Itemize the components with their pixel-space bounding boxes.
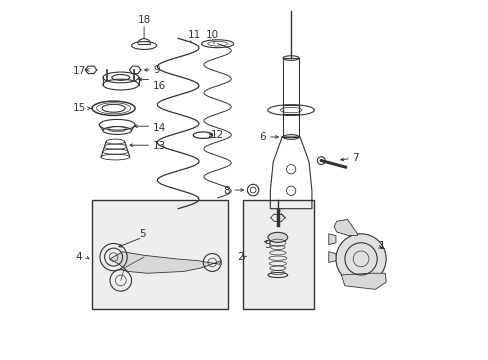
Bar: [92, 200, 228, 309]
Text: 10: 10: [205, 30, 218, 40]
Polygon shape: [333, 220, 357, 235]
Bar: [283, 105, 298, 114]
Text: 1: 1: [378, 241, 385, 251]
Text: 14: 14: [153, 123, 166, 133]
Text: 2: 2: [237, 252, 244, 262]
Bar: [283, 58, 298, 137]
Polygon shape: [341, 273, 386, 289]
Text: 17: 17: [73, 66, 86, 76]
Text: 11: 11: [187, 30, 201, 40]
Text: 9: 9: [153, 64, 160, 75]
Text: 15: 15: [73, 103, 86, 113]
Polygon shape: [328, 234, 335, 244]
Text: 4: 4: [75, 252, 82, 262]
Polygon shape: [328, 252, 335, 262]
Text: 18: 18: [137, 15, 150, 26]
Text: 3: 3: [264, 239, 270, 249]
Text: 8: 8: [223, 186, 230, 196]
Text: 6: 6: [259, 132, 265, 142]
Text: 12: 12: [210, 130, 223, 140]
Circle shape: [335, 234, 386, 284]
Ellipse shape: [267, 232, 287, 242]
Text: 7: 7: [351, 153, 358, 163]
Bar: [242, 200, 314, 309]
Text: 5: 5: [139, 229, 145, 239]
Text: 16: 16: [153, 81, 166, 91]
Polygon shape: [110, 252, 221, 273]
Text: 13: 13: [153, 140, 166, 150]
